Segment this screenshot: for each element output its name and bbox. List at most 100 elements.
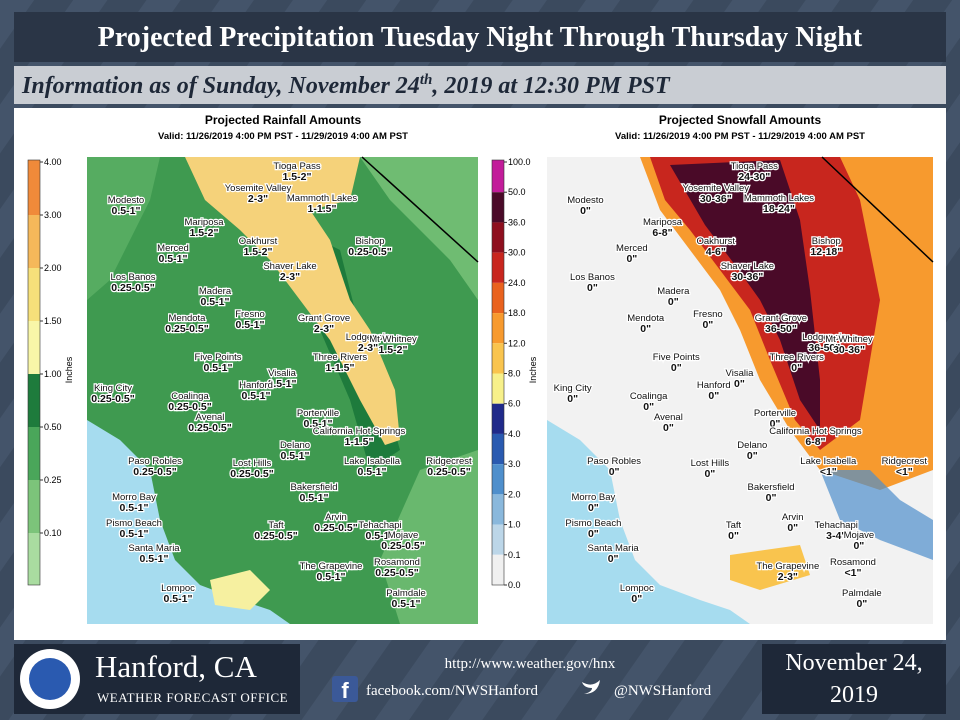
place-amount: 0.25-0.5" [133,466,177,478]
place-name: Lodgepole [346,332,390,343]
colorbar-segment [28,480,40,533]
place-name: Avenal [654,412,683,423]
colorbar-segment [492,494,504,525]
place-name: Pismo Beach [565,518,621,529]
place-amount: <1" [844,567,861,579]
place-name: Bishop [812,236,841,247]
place-name: Avenal [196,412,225,423]
date: 2019 [830,682,878,708]
subtitle-text: , 2019 at 12:30 PM PST [431,73,671,99]
place-name: Morro Bay [571,492,615,503]
place-name: Bakersfield [291,482,338,493]
place-amount: 1.5-2" [379,344,408,356]
place-amount: 0.5-1" [392,598,421,610]
place-amount: 0.25-0.5" [168,401,212,413]
place-name: Yosemite Valley [683,183,750,194]
place-name: Los Banos [570,272,615,283]
place-amount: 0.25-0.5" [165,323,209,335]
place-name: Merced [616,243,648,254]
place-amount: 0.25-0.5" [314,522,358,534]
colorbar-segment [492,373,504,404]
facebook: facebook.com/NWSHanford [366,683,539,699]
place-name: Arvin [325,512,347,523]
place-name: Santa Maria [588,543,640,554]
place-name: Modesto [567,195,603,206]
colorbar-label: 6.0 [508,399,521,409]
subtitle-text: Information as of Sunday, November 24 [21,73,420,99]
colorbar-label: 0.10 [44,528,62,538]
place-name: Los Banos [111,272,156,283]
place-amount: 0.5-1" [358,466,387,478]
place-amount: 6-8" [652,227,672,239]
place-name: Mammoth Lakes [287,193,357,204]
place-name: Paso Robles [128,456,182,467]
valid-time: Valid: 11/26/2019 4:00 PM PST - 11/29/20… [158,131,408,142]
place-amount: 0.25-0.5" [111,282,155,294]
place-name: Arvin [782,512,804,523]
twitter-icon [582,680,600,694]
colorbar-segment [28,215,40,268]
place-amount: 0" [856,598,867,610]
office-type: WEATHER FORECAST OFFICE [97,690,288,705]
place-amount: 0" [734,378,745,390]
place-amount: 0" [787,522,798,534]
colorbar-label: 3.0 [508,459,521,469]
place-amount: 2-3" [358,342,378,354]
colorbar-label: 18.0 [508,308,526,318]
colorbar-label: 12.0 [508,338,526,348]
place-amount: 36-50" [808,342,840,354]
place-name: Oakhurst [239,236,278,247]
place-amount: 0" [671,362,682,374]
place-amount: 0" [704,468,715,480]
place-name: Santa Maria [128,543,180,554]
place-amount: 36-50" [765,323,797,335]
place-amount: 0" [608,553,619,565]
place-name: Taft [726,520,742,531]
colorbar-label: 0.50 [44,422,62,432]
colorbar-segment [28,160,40,215]
place-name: Mendota [169,313,207,324]
place-amount: 0.25-0.5" [188,422,232,434]
place-amount: 1.5-2" [190,227,219,239]
place-name: Yosemite Valley [225,183,292,194]
colorbar-label: 24.0 [508,278,526,288]
place-name: Rosamond [830,557,876,568]
place-name: Shaver Lake [263,261,316,272]
place-name: Ridgecrest [882,456,928,467]
place-name: Mojave [388,530,419,541]
place-name: Merced [157,243,189,254]
colorbar-label: 1.0 [508,520,521,530]
twitter: @NWSHanford [614,683,712,699]
place-amount: 1-1.5" [345,436,374,448]
place-name: King City [554,383,592,394]
place-amount: <1" [896,466,913,478]
place-amount: 0.5-1" [281,450,310,462]
colorbar-frame [27,159,41,586]
place-name: Paso Robles [587,456,641,467]
place-name: Mammoth Lakes [744,193,814,204]
colorbar-title: Inches [64,356,74,383]
place-amount: 0.5-1" [201,296,230,308]
place-amount: 0" [747,450,758,462]
subtitle: Information as of Sunday, November 24th,… [21,72,671,99]
colorbar-label: 0.25 [44,475,62,485]
place-name: Delano [280,440,310,451]
place-name: Grant Grove [755,313,807,324]
place-name: California Hot Springs [313,426,406,437]
facebook-icon [332,676,358,702]
place-name: Three Rivers [770,352,825,363]
place-amount: 0.5-1" [159,253,188,265]
place-name: Mariposa [643,217,683,228]
place-name: Delano [737,440,767,451]
title: Projected Precipitation Tuesday Night Th… [98,22,863,53]
place-amount: 12-18" [810,246,842,258]
colorbar-segment [28,268,40,321]
place-name: Mt Whitney [825,334,873,345]
place-name: Mt Whitney [369,334,417,345]
place-name: Taft [268,520,284,531]
place-amount: 0" [567,393,578,405]
place-name: Lompoc [161,583,195,594]
colorbar-label: 8.0 [508,369,521,379]
nws-logo-inner [29,658,71,700]
colorbar-segment [492,554,504,585]
